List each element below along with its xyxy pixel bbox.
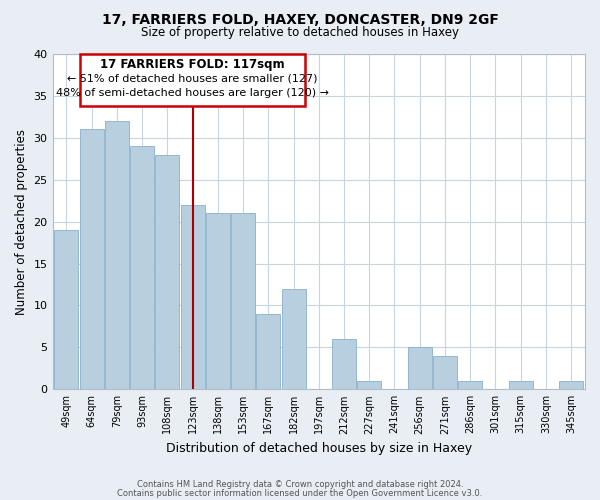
- Bar: [509, 381, 533, 390]
- Bar: [357, 381, 381, 390]
- FancyBboxPatch shape: [80, 54, 305, 106]
- Bar: [256, 314, 280, 390]
- Bar: [559, 381, 583, 390]
- Bar: [181, 205, 205, 390]
- Bar: [458, 381, 482, 390]
- Text: 17 FARRIERS FOLD: 117sqm: 17 FARRIERS FOLD: 117sqm: [100, 58, 285, 71]
- Text: 17, FARRIERS FOLD, HAXEY, DONCASTER, DN9 2GF: 17, FARRIERS FOLD, HAXEY, DONCASTER, DN9…: [101, 12, 499, 26]
- Bar: [433, 356, 457, 390]
- Bar: [206, 214, 230, 390]
- Text: ← 51% of detached houses are smaller (127): ← 51% of detached houses are smaller (12…: [67, 74, 318, 84]
- Bar: [80, 130, 104, 390]
- Text: Contains HM Land Registry data © Crown copyright and database right 2024.: Contains HM Land Registry data © Crown c…: [137, 480, 463, 489]
- Bar: [281, 288, 305, 390]
- Text: 48% of semi-detached houses are larger (120) →: 48% of semi-detached houses are larger (…: [56, 88, 329, 98]
- Bar: [155, 154, 179, 390]
- Bar: [408, 348, 431, 390]
- Text: Size of property relative to detached houses in Haxey: Size of property relative to detached ho…: [141, 26, 459, 39]
- Y-axis label: Number of detached properties: Number of detached properties: [15, 128, 28, 314]
- Bar: [55, 230, 79, 390]
- Bar: [130, 146, 154, 390]
- Bar: [332, 339, 356, 390]
- Bar: [105, 121, 129, 390]
- X-axis label: Distribution of detached houses by size in Haxey: Distribution of detached houses by size …: [166, 442, 472, 455]
- Bar: [231, 214, 255, 390]
- Text: Contains public sector information licensed under the Open Government Licence v3: Contains public sector information licen…: [118, 488, 482, 498]
